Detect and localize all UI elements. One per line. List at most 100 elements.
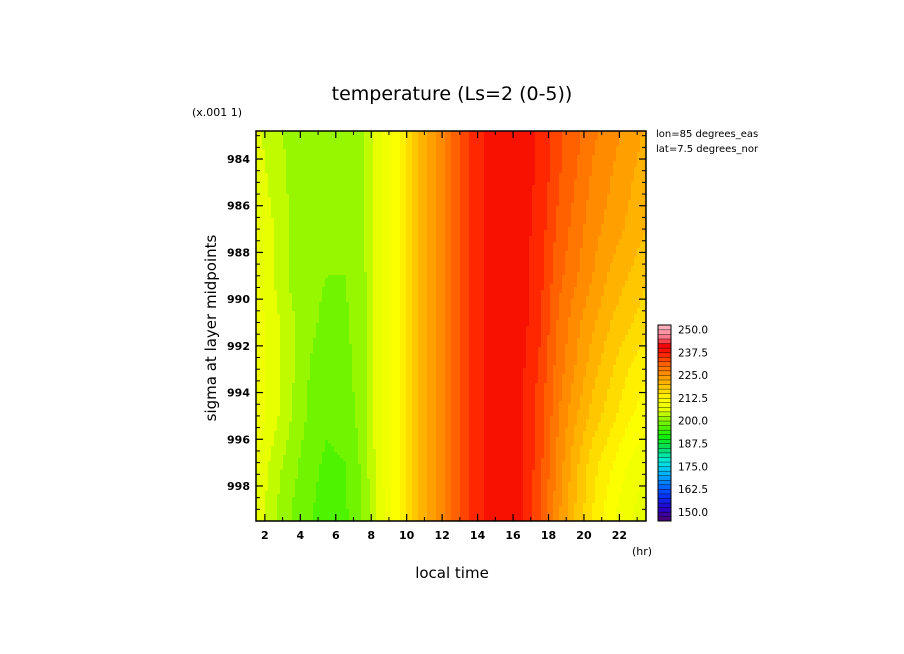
heatmap-cell xyxy=(643,155,647,159)
heatmap-cell xyxy=(391,176,395,180)
heatmap-cell xyxy=(535,239,539,243)
heatmap-cell xyxy=(580,143,584,147)
heatmap-cell xyxy=(580,197,584,201)
heatmap-cell xyxy=(325,224,329,228)
heatmap-cell xyxy=(502,155,506,159)
heatmap-cell xyxy=(535,149,539,153)
heatmap-cell xyxy=(331,134,335,138)
heatmap-cell xyxy=(373,224,377,228)
heatmap-cell xyxy=(466,155,470,159)
heatmap-cell xyxy=(307,239,311,243)
heatmap-cell xyxy=(475,218,479,222)
heatmap-cell xyxy=(568,158,572,162)
heatmap-cell xyxy=(265,227,269,231)
heatmap-cell xyxy=(415,242,419,246)
heatmap-cell xyxy=(298,194,302,198)
heatmap-cell xyxy=(643,230,647,234)
heatmap-cell xyxy=(400,203,404,207)
heatmap-cell xyxy=(355,161,359,165)
heatmap-cell xyxy=(625,215,629,219)
heatmap-cell xyxy=(355,134,359,138)
heatmap-cell xyxy=(322,212,326,216)
heatmap-cell xyxy=(565,206,569,210)
heatmap-cell xyxy=(529,218,533,222)
heatmap-cell xyxy=(595,182,599,186)
heatmap-cell xyxy=(496,227,500,231)
heatmap-cell xyxy=(295,206,299,210)
heatmap-cell xyxy=(301,149,305,153)
heatmap-cell xyxy=(499,230,503,234)
heatmap-cell xyxy=(268,215,272,219)
heatmap-cell xyxy=(286,227,290,231)
heatmap-cell xyxy=(640,218,644,222)
heatmap-cell xyxy=(559,167,563,171)
heatmap-cell xyxy=(535,242,539,246)
heatmap-cell xyxy=(364,194,368,198)
heatmap-cell xyxy=(607,239,611,243)
heatmap-cell xyxy=(571,215,575,219)
heatmap-cell xyxy=(274,197,278,201)
heatmap-cell xyxy=(544,194,548,198)
heatmap-cell xyxy=(508,170,512,174)
heatmap-cell xyxy=(592,215,596,219)
heatmap-cell xyxy=(316,137,320,141)
heatmap-cell xyxy=(520,209,524,213)
heatmap-cell xyxy=(334,236,338,240)
heatmap-cell xyxy=(457,137,461,141)
heatmap-cell xyxy=(394,236,398,240)
heatmap-cell xyxy=(442,167,446,171)
heatmap-cell xyxy=(499,146,503,150)
heatmap-cell xyxy=(454,203,458,207)
heatmap-cell xyxy=(304,215,308,219)
heatmap-cell xyxy=(403,191,407,195)
heatmap-cell xyxy=(457,200,461,204)
heatmap-cell xyxy=(283,134,287,138)
heatmap-cell xyxy=(439,224,443,228)
heatmap-cell xyxy=(391,179,395,183)
heatmap-cell xyxy=(580,194,584,198)
heatmap-cell xyxy=(556,227,560,231)
heatmap-cell xyxy=(379,233,383,237)
heatmap-cell xyxy=(412,242,416,246)
heatmap-cell xyxy=(577,152,581,156)
heatmap-cell xyxy=(529,158,533,162)
heatmap-cell xyxy=(595,164,599,168)
heatmap-cell xyxy=(313,143,317,147)
heatmap-cell xyxy=(451,185,455,189)
heatmap-cell xyxy=(535,236,539,240)
heatmap-cell xyxy=(469,170,473,174)
heatmap-cell xyxy=(514,242,518,246)
heatmap-cell xyxy=(409,131,413,135)
heatmap-cell xyxy=(610,209,614,213)
heatmap-cell xyxy=(574,170,578,174)
heatmap-cell xyxy=(532,188,536,192)
heatmap-cell xyxy=(463,191,467,195)
heatmap-cell xyxy=(409,239,413,243)
heatmap-cell xyxy=(373,239,377,243)
heatmap-cell xyxy=(271,233,275,237)
heatmap-cell xyxy=(256,176,260,180)
heatmap-cell xyxy=(631,185,635,189)
heatmap-cell xyxy=(643,179,647,183)
heatmap-cell xyxy=(487,212,491,216)
heatmap-cell xyxy=(586,161,590,165)
heatmap-cell xyxy=(319,158,323,162)
heatmap-cell xyxy=(430,182,434,186)
heatmap-cell xyxy=(610,212,614,216)
heatmap-cell xyxy=(262,188,266,192)
heatmap-cell xyxy=(439,194,443,198)
heatmap-cell xyxy=(511,233,515,237)
heatmap-cell xyxy=(535,206,539,210)
heatmap-cell xyxy=(337,143,341,147)
heatmap-cell xyxy=(628,233,632,237)
heatmap-cell xyxy=(481,218,485,222)
heatmap-cell xyxy=(385,170,389,174)
heatmap-cell xyxy=(274,242,278,246)
heatmap-cell xyxy=(301,158,305,162)
heatmap-cell xyxy=(631,224,635,228)
heatmap-cell xyxy=(511,155,515,159)
heatmap-cell xyxy=(385,173,389,177)
heatmap-cell xyxy=(550,137,554,141)
heatmap-cell xyxy=(361,167,365,171)
heatmap-cell xyxy=(619,146,623,150)
